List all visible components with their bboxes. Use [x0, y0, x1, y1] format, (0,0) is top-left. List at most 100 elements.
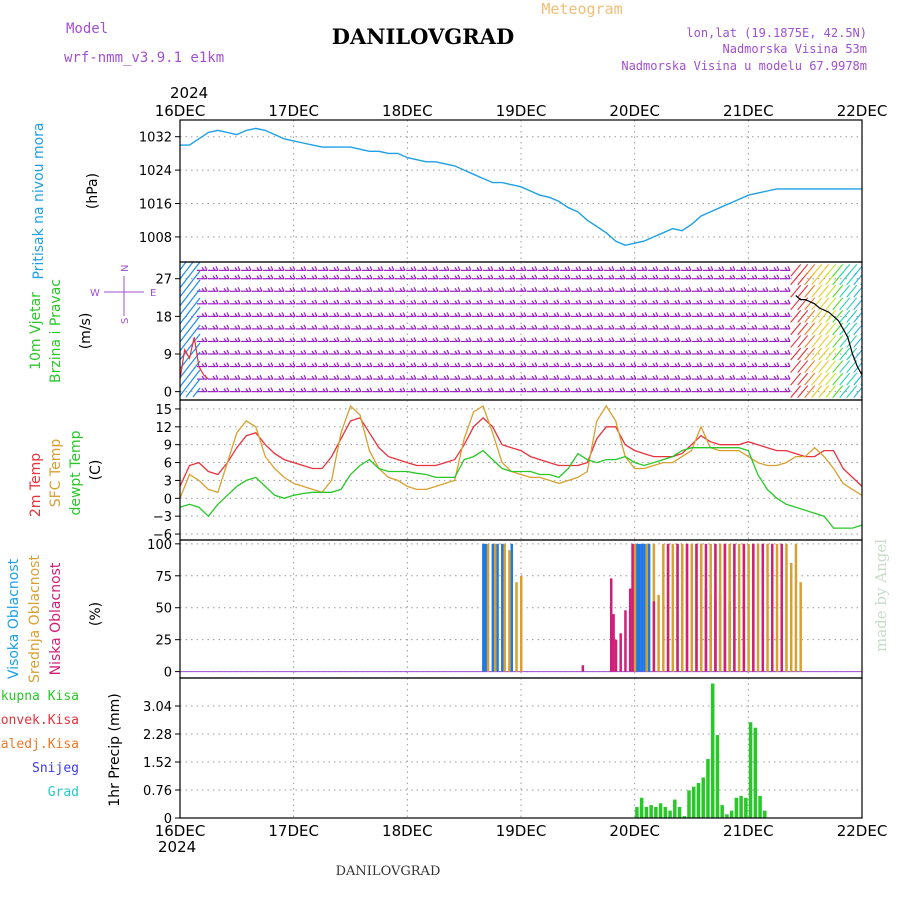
wind-barb-flag — [226, 274, 230, 279]
wind-barb-flag — [633, 324, 637, 330]
wind-barb-flag — [402, 287, 406, 292]
wind-barb-storm — [811, 297, 823, 311]
wind-barb-edge — [185, 279, 194, 290]
cloud-bar-1 — [737, 543, 741, 672]
wind-barb-flag — [413, 266, 417, 271]
wind-barb-flag — [322, 287, 326, 292]
wind-barb-flag — [721, 299, 725, 305]
wind-barb-flag — [347, 387, 351, 392]
wind-barb-flag — [358, 349, 362, 355]
wind-barb-flag — [300, 375, 304, 380]
wind-barb-flag — [234, 325, 238, 330]
wind-barb-flag — [710, 337, 714, 342]
wind-barb-flag — [501, 299, 505, 305]
wind-barb-flag — [677, 287, 681, 292]
wind-barb-flag — [454, 313, 458, 317]
y-tick-label: 0 — [164, 492, 172, 507]
wind-barb-flag — [578, 387, 582, 392]
wind-barb-flag — [311, 350, 315, 355]
wind-barb-flag — [523, 287, 527, 292]
wind-barb-flag — [707, 267, 711, 271]
wind-barb-flag — [696, 313, 700, 317]
wind-barb-flag — [223, 375, 227, 380]
wind-barb-flag — [531, 375, 535, 380]
precip-bar — [663, 806, 668, 818]
wind-barb-flag — [641, 267, 645, 271]
wind-barb-flag — [377, 375, 381, 380]
wind-barb-storm — [839, 297, 851, 311]
wind-barb-flag — [413, 299, 417, 305]
wind-barb-flag — [655, 387, 659, 392]
wind-barb-flag — [366, 325, 370, 330]
wind-barb-flag — [498, 313, 502, 317]
wind-barb-flag — [366, 350, 370, 355]
wind-barb-flag — [355, 313, 359, 317]
meteogram-label: Meteogram — [541, 0, 622, 18]
precip-bar — [734, 797, 739, 818]
wind-barb-flag — [622, 274, 626, 279]
wind-barb-storm — [818, 335, 830, 348]
wind-barb-flag — [567, 362, 571, 367]
wind-barb-flag — [498, 300, 502, 305]
wind-barb-flag — [608, 287, 612, 292]
precip-bar — [739, 795, 743, 818]
wind-barb-flag — [446, 266, 450, 271]
wind-barb-flag — [762, 338, 766, 342]
wind-barb-flag — [487, 267, 491, 271]
wind-barb-flag — [688, 299, 692, 305]
wind-barb-flag — [608, 375, 612, 380]
cloud-bar-1 — [681, 543, 684, 672]
wind-barb-flag — [534, 312, 538, 317]
cloud-bar-0 — [640, 543, 644, 672]
cloud-bar-2 — [752, 543, 755, 672]
wind-barb-flag — [259, 299, 263, 305]
wind-barb-flag — [377, 350, 381, 355]
wind-barb-flag — [608, 325, 612, 330]
precip-legend-1: Konvek.Kisa — [0, 713, 79, 728]
wind-barb-flag — [630, 300, 634, 305]
wind-barb-flag — [347, 266, 351, 271]
wind-barb-flag — [553, 325, 557, 330]
wind-barb-flag — [245, 275, 249, 280]
wind-barb-storm — [811, 335, 823, 348]
wind-barb-flag — [336, 287, 340, 292]
wind-barb-flag — [564, 350, 568, 355]
wind-barb-flag — [740, 388, 744, 392]
wind-barb-flag — [509, 275, 513, 280]
y-tick-label: 50 — [155, 602, 172, 617]
wind-barb-flag — [732, 287, 736, 292]
wind-barb-flag — [446, 387, 450, 392]
wind-barb-flag — [740, 275, 744, 280]
precip-bar — [687, 790, 691, 818]
wind-barb-flag — [666, 266, 670, 271]
wind-barb-flag — [611, 337, 615, 342]
cloud-bar-0 — [647, 543, 651, 672]
wind-barb-flag — [212, 267, 216, 271]
wind-barb-flag — [586, 388, 590, 392]
wind-barb-flag — [575, 275, 579, 280]
wind-barb-flag — [674, 388, 678, 392]
wind-barb-storm — [797, 264, 809, 277]
cloud-bar-1 — [645, 543, 649, 672]
wind-barb-flag — [446, 349, 450, 355]
wind-barb-flag — [688, 362, 692, 367]
wind-barb-flag — [248, 362, 252, 367]
wind-barb-flag — [380, 362, 384, 367]
cloud-bar-0 — [482, 543, 485, 672]
wind-barb-flag — [773, 363, 777, 367]
wind-barb-flag — [325, 274, 329, 279]
wind-barb-flag — [278, 388, 282, 392]
wind-barb-flag — [556, 337, 560, 342]
y-tick-label: 18 — [155, 310, 172, 325]
cloud-bar-1 — [493, 543, 497, 672]
cloud-bar-2 — [612, 614, 615, 672]
wind-barb-flag — [498, 350, 502, 355]
wind-barb-flag — [443, 300, 447, 305]
wind-barb-flag — [366, 388, 370, 392]
wind-barb-flag — [413, 287, 417, 292]
wind-barb-flag — [358, 266, 362, 271]
wind-barb-storm — [811, 347, 823, 361]
wind-barb-flag — [542, 388, 546, 392]
y-tick-label: 1016 — [139, 198, 172, 213]
wind-barb-flag — [267, 313, 271, 317]
